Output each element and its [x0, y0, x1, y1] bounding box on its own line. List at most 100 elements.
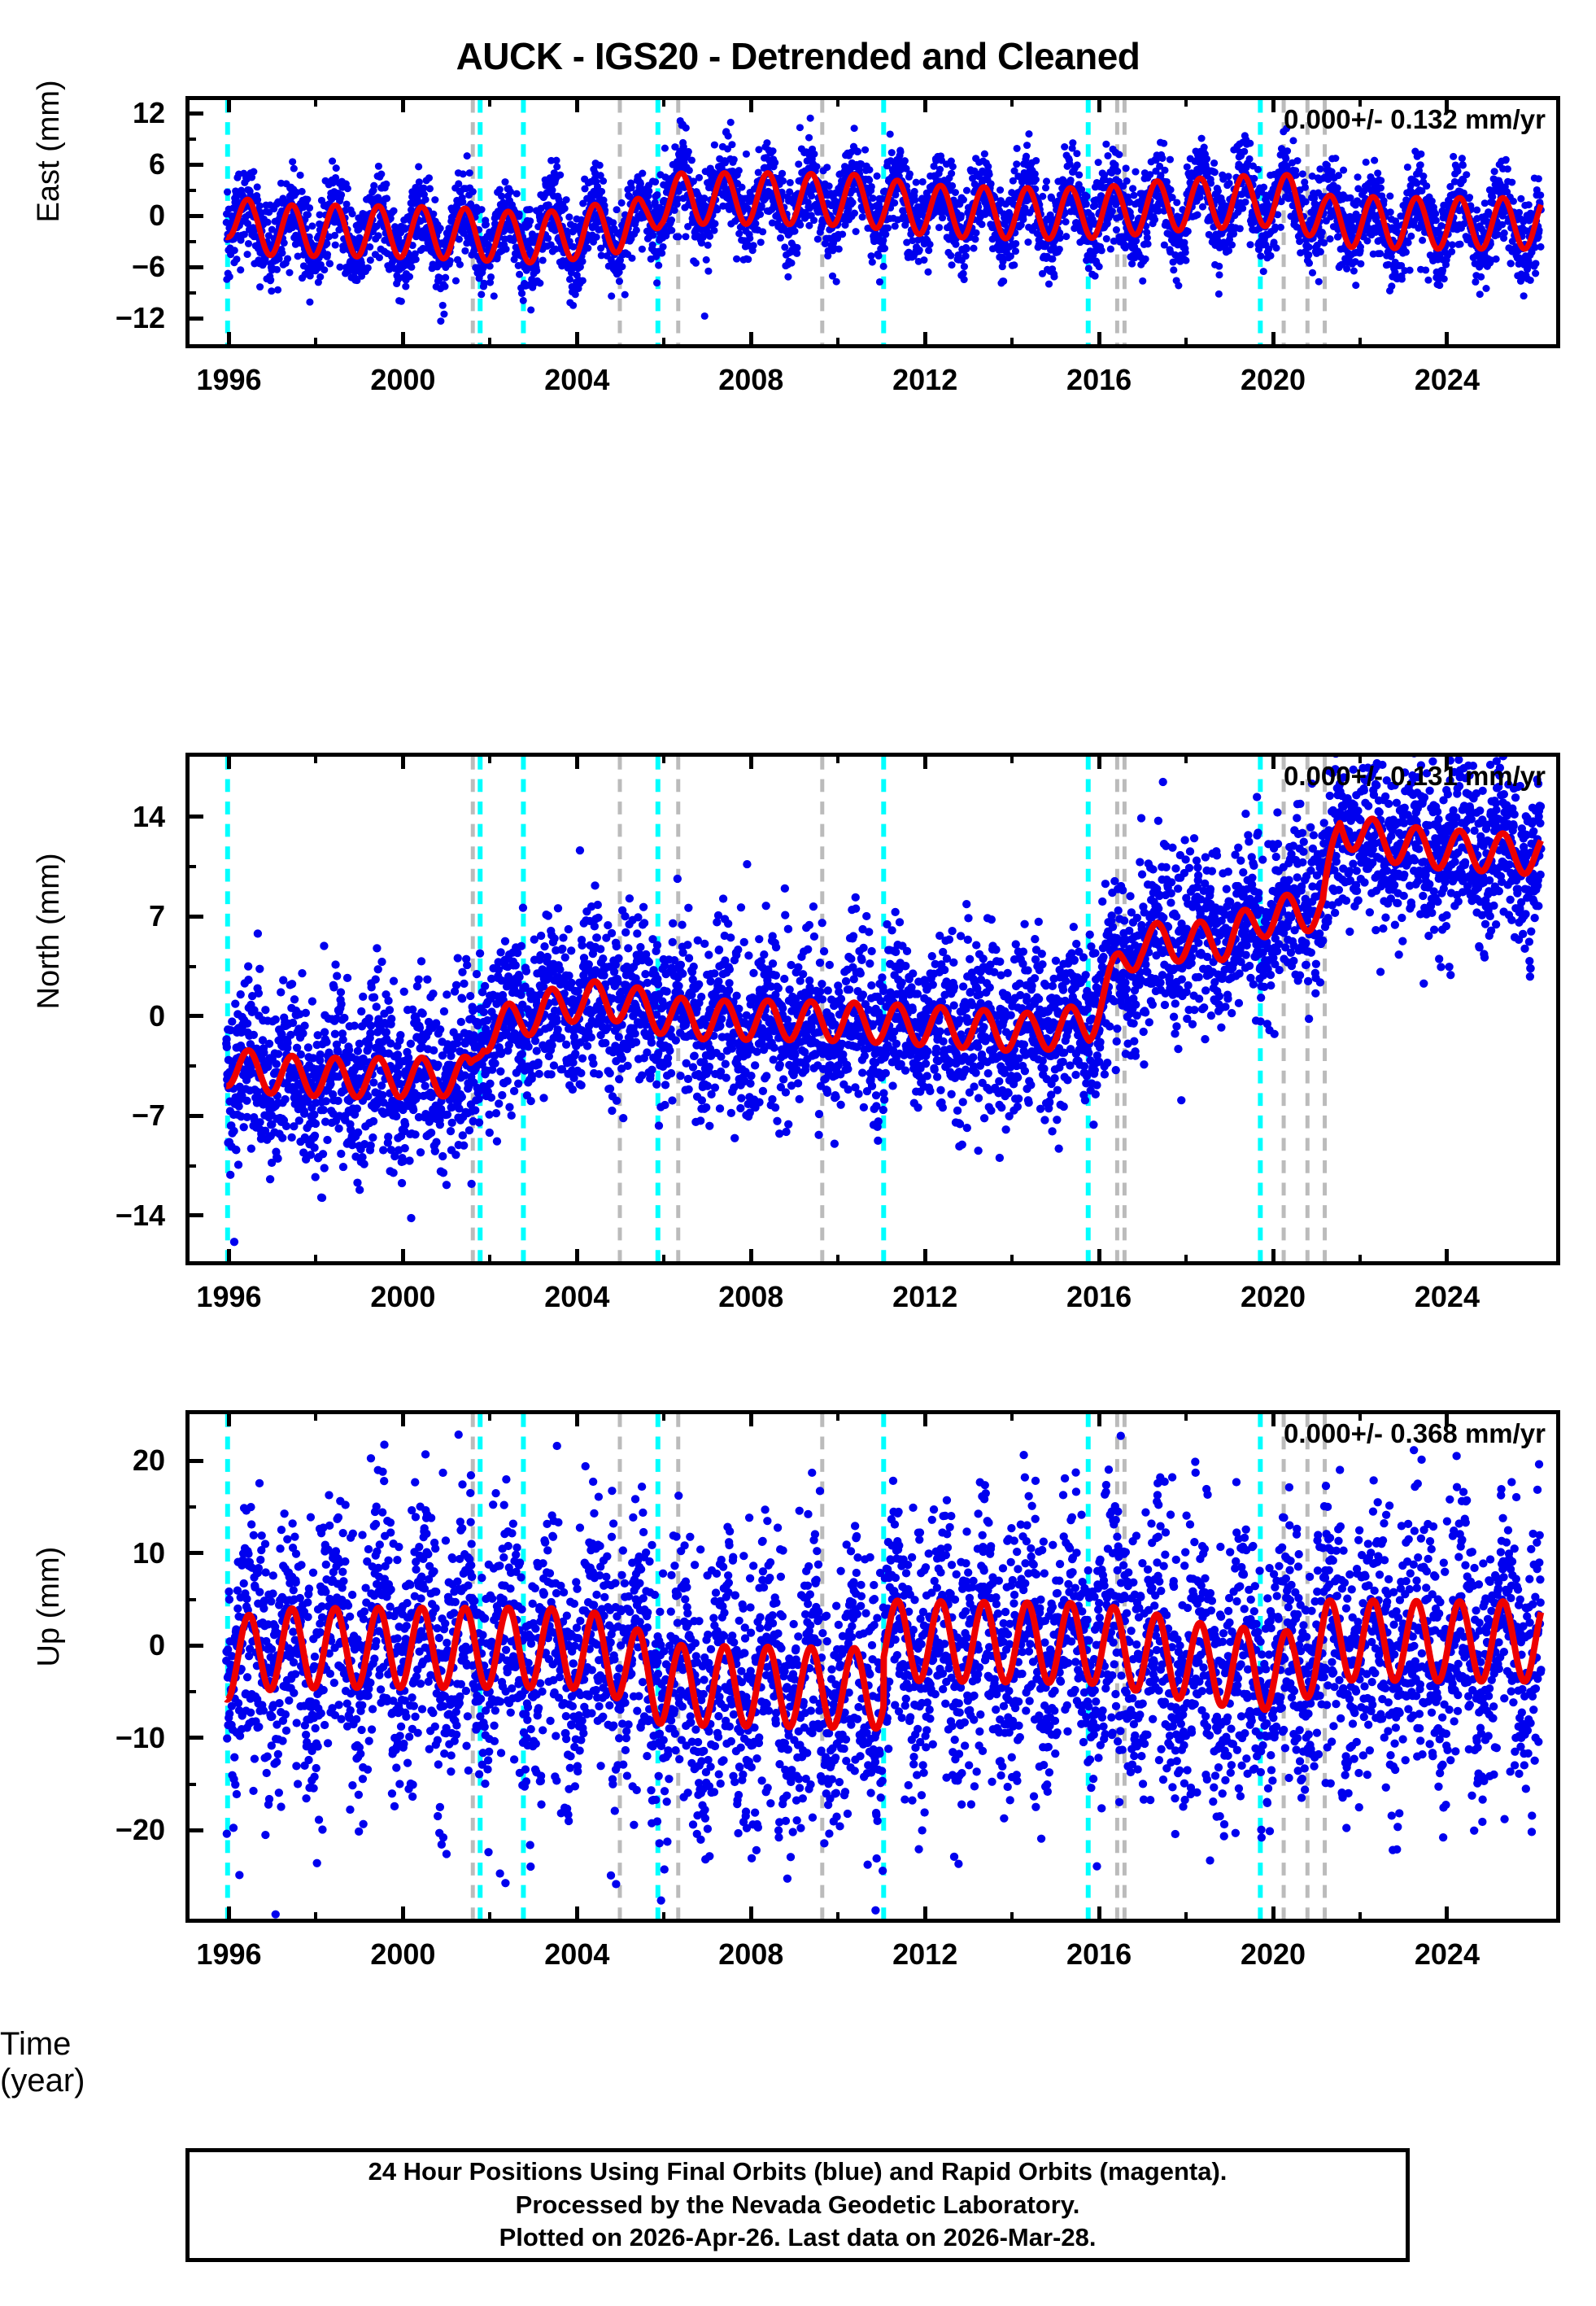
ytick-mark-up	[185, 1458, 203, 1463]
ytick-mark-up	[185, 1551, 203, 1556]
ytick-label-east: 12	[132, 96, 165, 130]
xtick-mark-top-up	[1097, 1410, 1101, 1426]
xtick-label-north: 1996	[196, 1280, 262, 1313]
xtick-mark-top-north	[922, 753, 927, 769]
ytick-mark-minor-up	[185, 1690, 196, 1694]
xtick-mark-north	[748, 1249, 753, 1265]
xtick-mark-minor-top-north	[662, 753, 666, 763]
xtick-mark-top-up	[1445, 1410, 1450, 1426]
ytick-mark-minor-east	[185, 188, 196, 192]
xtick-mark-top-east	[226, 96, 231, 112]
ytick-mark-minor-east	[185, 239, 196, 243]
ytick-mark-east	[185, 162, 203, 167]
xtick-mark-minor-top-up	[488, 1410, 492, 1421]
xtick-mark-north	[400, 1249, 405, 1265]
xtick-mark-east	[1097, 332, 1101, 348]
xtick-mark-east	[1271, 332, 1275, 348]
ytick-mark-north	[185, 1113, 203, 1118]
axis-label-up: Up (mm)	[32, 1546, 66, 1667]
xtick-mark-east	[574, 332, 579, 348]
xtick-mark-east	[922, 332, 927, 348]
ytick-label-north: −7	[131, 1098, 165, 1133]
xtick-mark-minor-top-east	[1358, 96, 1362, 107]
xtick-mark-top-north	[400, 753, 405, 769]
xtick-mark-minor-top-up	[1010, 1410, 1014, 1421]
xtick-label-north: 2008	[718, 1280, 784, 1313]
xtick-label-north: 2012	[892, 1280, 958, 1313]
xtick-mark-minor-up	[488, 1912, 492, 1923]
footer-line-3: Plotted on 2026-Apr-26. Last data on 202…	[499, 2223, 1097, 2252]
ytick-label-east: 6	[148, 147, 165, 181]
plot-canvas-east	[222, 100, 1545, 344]
ytick-mark-minor-east	[185, 137, 196, 141]
xtick-label-east: 2020	[1240, 363, 1306, 396]
xtick-mark-minor-top-east	[1184, 96, 1188, 107]
xtick-mark-minor-north	[836, 1255, 840, 1265]
xtick-mark-minor-east	[314, 338, 318, 348]
xtick-mark-minor-top-up	[836, 1410, 840, 1421]
xtick-mark-minor-top-east	[1010, 96, 1014, 107]
xtick-mark-top-up	[574, 1410, 579, 1426]
ytick-mark-minor-north	[185, 865, 196, 868]
xtick-mark-north	[1097, 1249, 1101, 1265]
ytick-label-north: 7	[148, 899, 165, 933]
ytick-label-up: −10	[115, 1720, 165, 1754]
xtick-label-east: 2016	[1066, 363, 1132, 396]
xtick-mark-minor-up	[836, 1912, 840, 1923]
xtick-mark-minor-east	[662, 338, 666, 348]
footer-line-2: Processed by the Nevada Geodetic Laborat…	[515, 2190, 1080, 2219]
xtick-mark-top-up	[748, 1410, 753, 1426]
xtick-mark-top-east	[922, 96, 927, 112]
xtick-mark-east	[226, 332, 231, 348]
xtick-mark-north	[574, 1249, 579, 1265]
xtick-label-up: 2020	[1240, 1937, 1306, 1971]
ytick-label-up: 10	[132, 1535, 165, 1570]
xtick-mark-minor-east	[488, 338, 492, 348]
xtick-mark-minor-top-north	[1184, 753, 1188, 763]
xtick-mark-top-up	[922, 1410, 927, 1426]
xtick-label-east: 1996	[196, 363, 262, 396]
rate-annotation-east: 0.000+/- 0.132 mm/yr	[1284, 104, 1546, 134]
xtick-mark-top-east	[1097, 96, 1101, 112]
xtick-mark-top-up	[1271, 1410, 1275, 1426]
footer-line-1: 24 Hour Positions Using Final Orbits (bl…	[368, 2156, 1228, 2186]
ytick-mark-north	[185, 815, 203, 819]
xtick-mark-top-north	[226, 753, 231, 769]
ytick-mark-east	[185, 316, 203, 321]
xtick-mark-up	[574, 1906, 579, 1923]
xtick-mark-minor-east	[1358, 338, 1362, 348]
rate-annotation-north: 0.000+/- 0.131 mm/yr	[1284, 761, 1546, 791]
xtick-label-up: 2024	[1414, 1937, 1480, 1971]
rate-annotation-up: 0.000+/- 0.368 mm/yr	[1284, 1418, 1546, 1448]
xtick-mark-top-north	[1097, 753, 1101, 769]
xtick-mark-top-north	[574, 753, 579, 769]
xtick-label-east: 2012	[892, 363, 958, 396]
ytick-label-east: 0	[148, 199, 165, 233]
xtick-mark-top-east	[1271, 96, 1275, 112]
xtick-mark-minor-top-up	[1184, 1410, 1188, 1421]
ytick-mark-minor-up	[185, 1782, 196, 1786]
xtick-mark-up	[226, 1906, 231, 1923]
xtick-label-north: 2000	[370, 1280, 436, 1313]
xtick-label-north: 2004	[544, 1280, 610, 1313]
xtick-label-east: 2024	[1414, 363, 1480, 396]
plot-canvas-up	[222, 1414, 1546, 1919]
xtick-mark-up	[748, 1906, 753, 1923]
ytick-label-north: 14	[132, 799, 165, 833]
xtick-label-up: 2012	[892, 1937, 958, 1971]
xtick-mark-top-up	[400, 1410, 405, 1426]
xtick-mark-top-east	[400, 96, 405, 112]
ytick-label-north: −14	[115, 1198, 165, 1232]
xtick-mark-minor-north	[1184, 1255, 1188, 1265]
xtick-mark-minor-east	[836, 338, 840, 348]
xtick-label-north: 2016	[1066, 1280, 1132, 1313]
xtick-mark-north	[1445, 1249, 1450, 1265]
ytick-mark-up	[185, 1736, 203, 1740]
xtick-label-east: 2004	[544, 363, 610, 396]
plot-canvas-north	[222, 757, 1546, 1261]
xtick-mark-minor-north	[662, 1255, 666, 1265]
xtick-mark-minor-top-north	[314, 753, 318, 763]
xtick-mark-north	[1271, 1249, 1275, 1265]
xtick-mark-up	[922, 1906, 927, 1923]
